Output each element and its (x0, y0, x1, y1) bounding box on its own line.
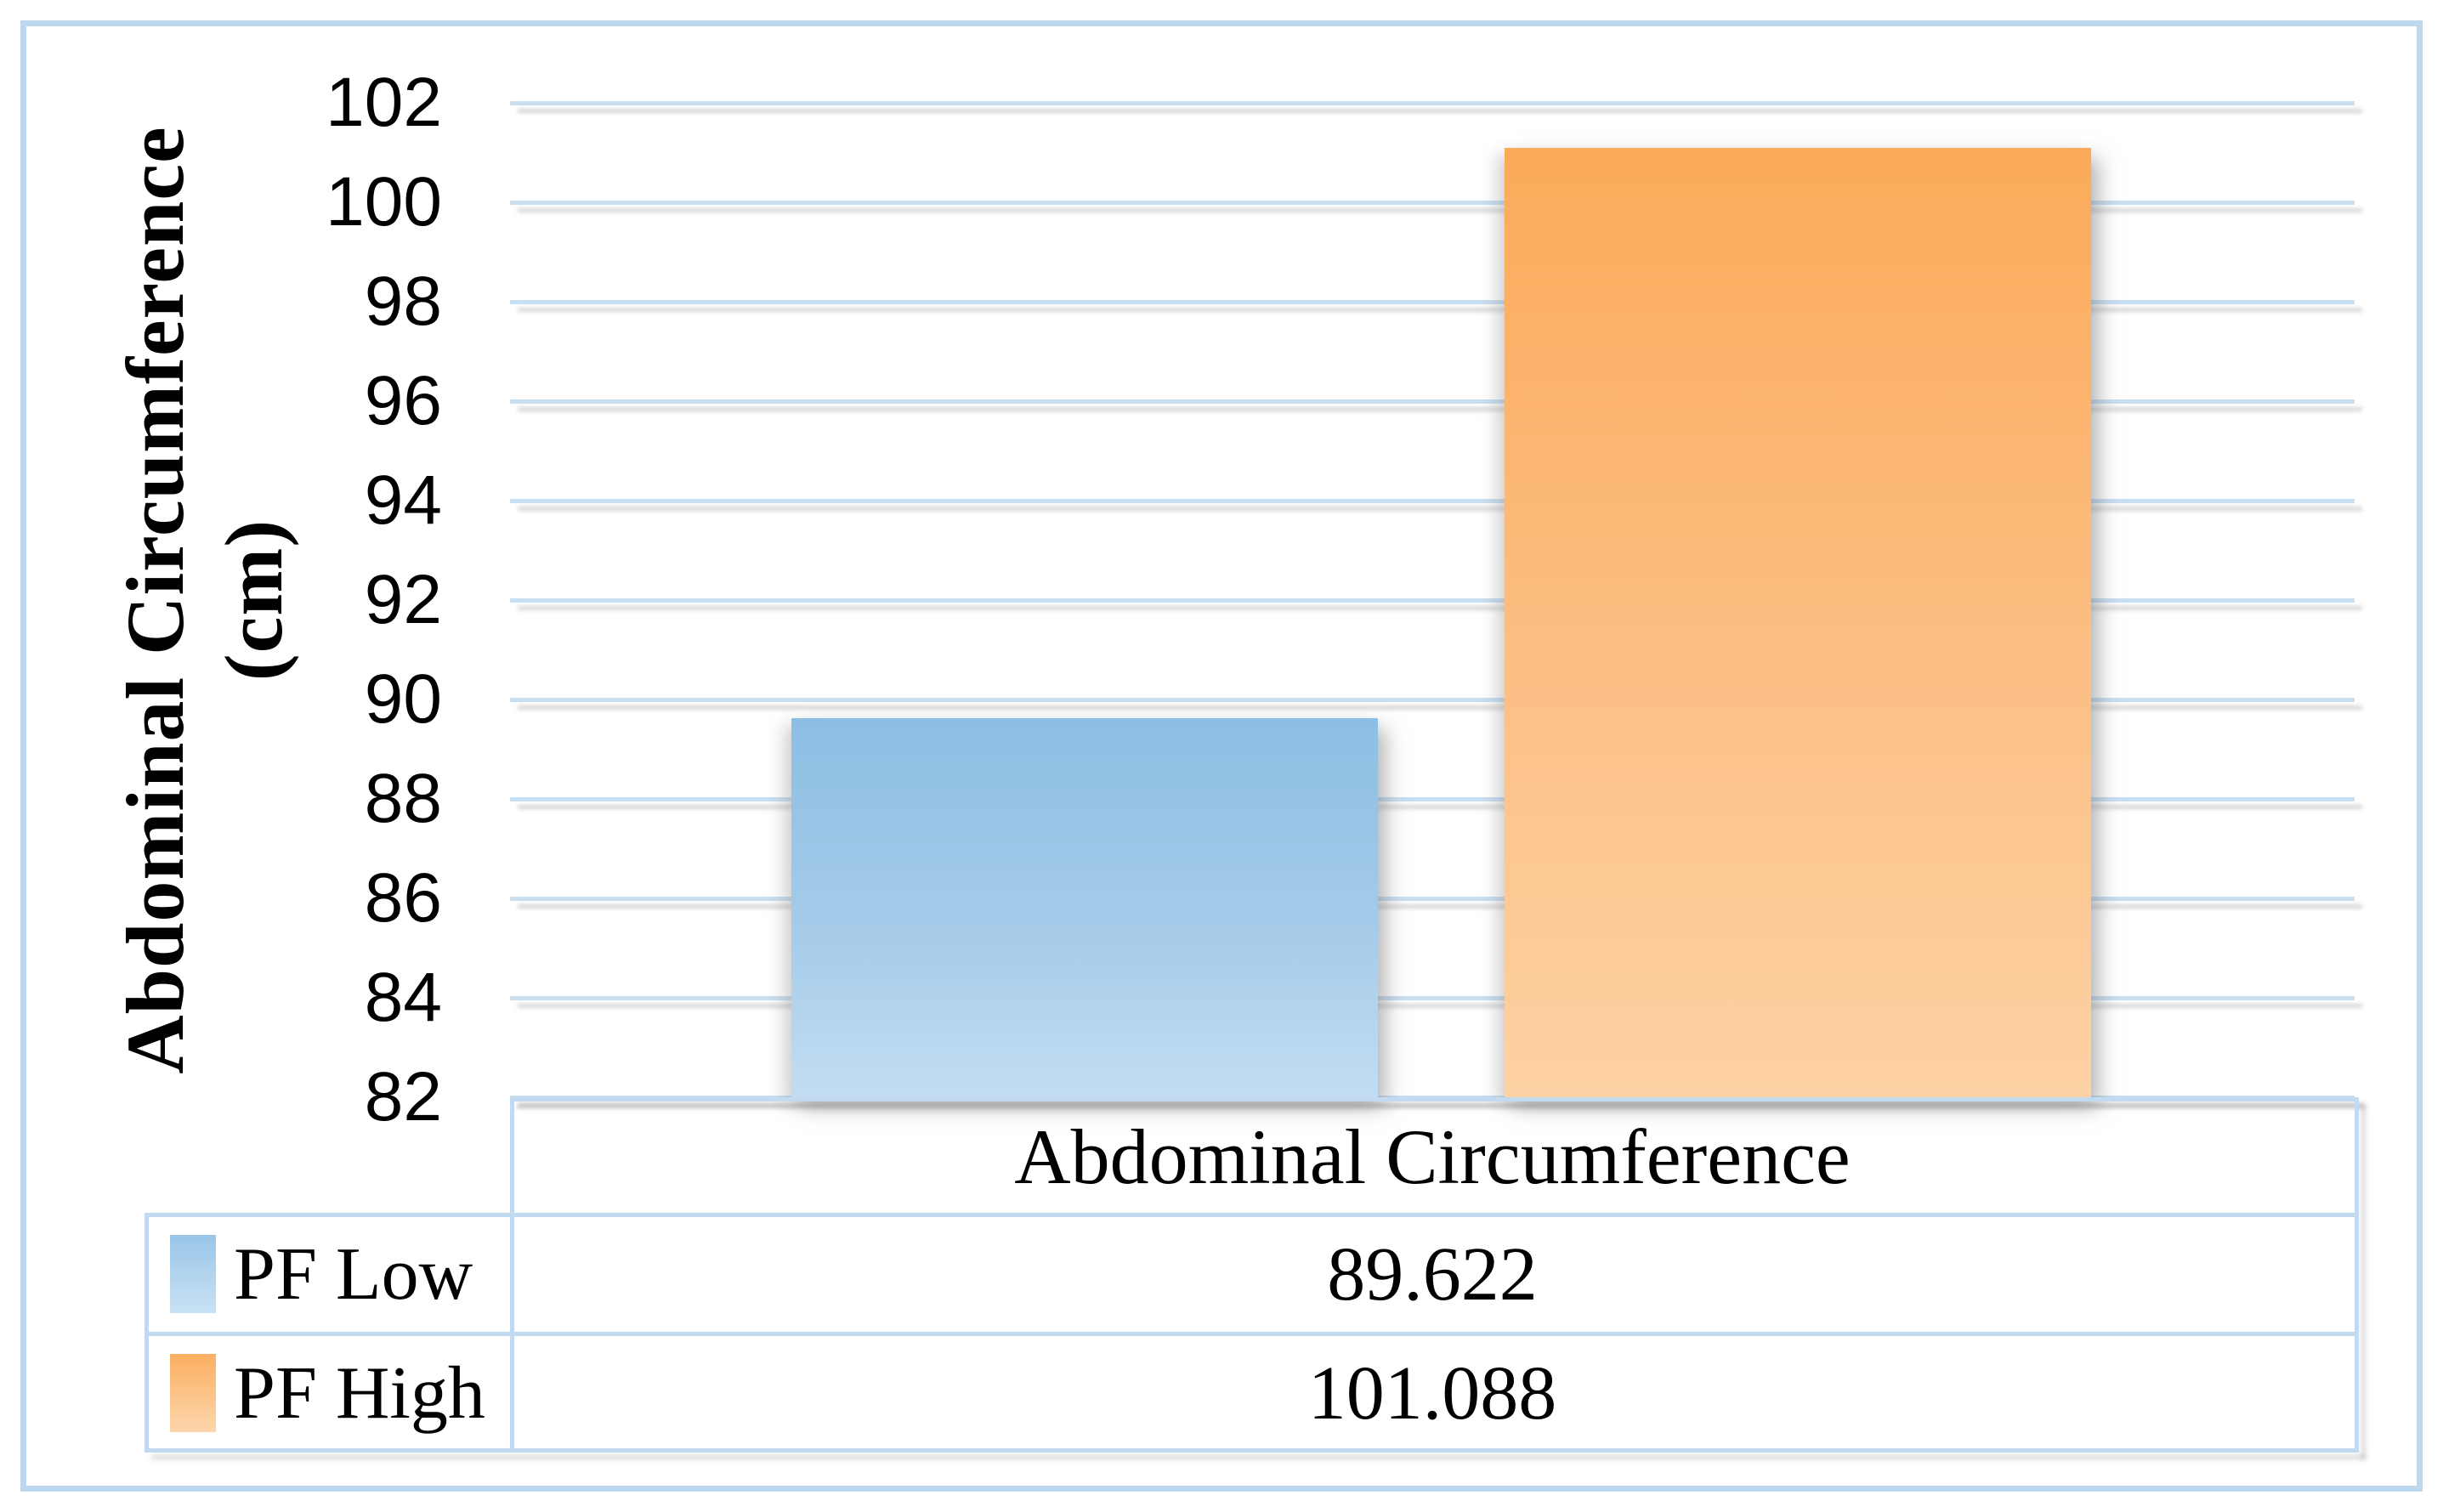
table-border-divider (510, 1097, 514, 1453)
gridline-88 (510, 797, 2355, 801)
table-border-row2-top (145, 1332, 2359, 1336)
table-border-left (145, 1213, 149, 1453)
y-tick-label-92: 92 (364, 561, 442, 638)
gridline-102 (510, 101, 2355, 105)
y-tick-label-90: 90 (364, 660, 442, 738)
gridline-86 (510, 897, 2355, 901)
chart-outer-frame (20, 20, 2423, 1492)
gridline-96 (510, 399, 2355, 404)
gridline-92 (510, 598, 2355, 603)
gridline-94 (510, 499, 2355, 503)
y-tick-label-94: 94 (364, 462, 442, 539)
table-category-header: Abdominal Circumference (1014, 1113, 1851, 1200)
y-tick-label-96: 96 (364, 362, 442, 439)
y-tick-label-88: 88 (364, 760, 442, 837)
table-border-right (2355, 1097, 2359, 1453)
gridline-98 (510, 300, 2355, 304)
table-border-bottom (145, 1448, 2359, 1453)
gridline-90 (510, 698, 2355, 702)
table-value-pf-low: 89.622 (1327, 1232, 1538, 1317)
table-border-row1-top (145, 1213, 2359, 1217)
y-tick-label-86: 86 (364, 859, 442, 937)
table-value-pf-high: 101.088 (1307, 1351, 1557, 1436)
bar-pf-high (1505, 148, 2091, 1097)
legend-swatch-pf-high (170, 1354, 216, 1432)
legend-label-pf-high: PF High (234, 1352, 485, 1435)
y-tick-label-100: 100 (326, 163, 442, 241)
gridline-84 (510, 996, 2355, 1000)
legend-swatch-pf-low (170, 1235, 216, 1313)
y-tick-label-98: 98 (364, 263, 442, 340)
y-tick-label-102: 102 (326, 64, 442, 141)
y-tick-label-82: 82 (364, 1058, 442, 1135)
gridline-100 (510, 201, 2355, 205)
table-border-top (510, 1097, 2359, 1101)
legend-label-pf-low: PF Low (234, 1233, 473, 1316)
y-tick-label-84: 84 (364, 959, 442, 1036)
bar-pf-low (791, 718, 1378, 1097)
